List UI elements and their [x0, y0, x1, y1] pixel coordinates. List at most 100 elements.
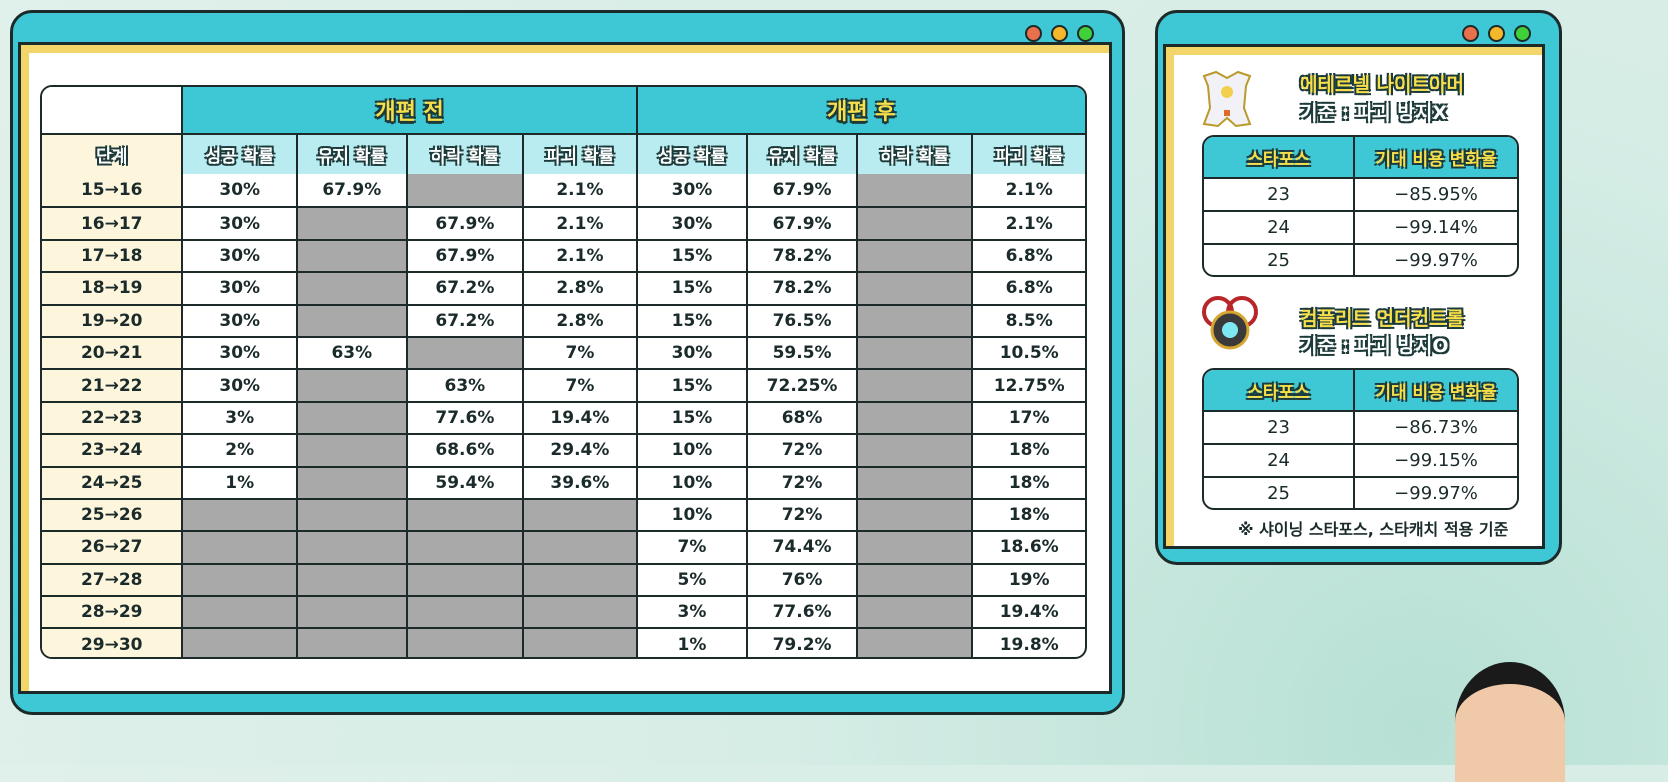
empty-cell [405, 532, 523, 563]
cost-change-cell: −86.73% [1353, 412, 1517, 443]
probability-cell: 2.1% [522, 174, 636, 207]
minimize-dot[interactable] [1488, 25, 1505, 42]
probability-cell: 18% [971, 467, 1085, 498]
table-row: 23→24 2% 68.6% 29.4% 10% 72% 18% [42, 433, 1085, 466]
table-row: 24 −99.15% [1204, 443, 1517, 476]
probability-cell: 19% [971, 564, 1085, 596]
probability-cell: 10% [635, 499, 747, 531]
probability-cell: 30% [635, 337, 747, 369]
probability-cell: 7% [522, 370, 636, 401]
probability-cell: 18% [971, 499, 1085, 531]
cost-change-cell: −99.14% [1353, 212, 1517, 243]
empty-cell [855, 174, 972, 207]
probability-cell: 77.6% [746, 597, 856, 628]
probability-cell: 78.2% [746, 273, 856, 304]
emblem-icon [1200, 290, 1258, 350]
empty-cell [296, 467, 406, 498]
starforce-cell: 25 [1267, 250, 1290, 271]
empty-cell [855, 435, 972, 466]
empty-cell [296, 305, 406, 336]
maximize-dot[interactable] [1514, 25, 1531, 42]
starforce-cell: 23 [1267, 184, 1290, 205]
group-header-before: 개편 전 [181, 87, 636, 133]
table-row: 19→20 30% 67.2% 2.8% 15% 76.5% 8.5% [42, 303, 1085, 336]
stage-cell: 29→30 [42, 629, 182, 657]
probability-cell: 30% [181, 305, 296, 336]
item-2-name: 컴플리트 언더컨트롤 [1300, 308, 1464, 330]
table-row: 24 −99.14% [1204, 210, 1517, 243]
starforce-cell: 25 [1267, 483, 1290, 504]
empty-cell [522, 564, 636, 596]
column-header: 기대 비용 변화율 [1353, 370, 1517, 410]
probability-cell: 15% [635, 240, 747, 272]
table-row: 25 −99.97% [1204, 243, 1517, 275]
table-row: 25 −99.97% [1204, 476, 1517, 508]
table-row: 23 −86.73% [1204, 410, 1517, 443]
column-header: 스타포스 [1204, 137, 1354, 177]
probability-cell: 67.2% [405, 305, 523, 336]
empty-cell [296, 240, 406, 272]
stage-cell: 16→17 [42, 208, 182, 239]
empty-cell [522, 629, 636, 657]
probability-cell: 12.75% [971, 370, 1085, 401]
probability-cell: 76% [746, 564, 856, 596]
probability-cell: 17% [971, 402, 1085, 434]
probability-cell: 29.4% [522, 435, 636, 466]
column-header: 파괴 확률 [971, 135, 1085, 174]
probability-cell: 15% [635, 305, 747, 336]
empty-cell [855, 337, 972, 369]
empty-cell [855, 499, 972, 531]
empty-cell [405, 597, 523, 628]
empty-cell [296, 435, 406, 466]
stage-cell: 21→22 [42, 370, 182, 401]
column-header: 기대 비용 변화율 [1353, 137, 1517, 177]
probability-cell: 10% [635, 467, 747, 498]
probability-cell: 79.2% [746, 629, 856, 657]
empty-cell [405, 337, 523, 369]
probability-cell: 18% [971, 435, 1085, 466]
empty-cell [855, 629, 972, 657]
probability-cell: 3% [181, 402, 296, 434]
probability-cell: 72% [746, 499, 856, 531]
empty-cell [296, 402, 406, 434]
probability-cell: 30% [181, 174, 296, 207]
table-row: 29→30 1% 79.2% 19.8% [42, 627, 1085, 657]
probability-cell: 39.6% [522, 467, 636, 498]
empty-cell [181, 564, 297, 596]
empty-cell [522, 597, 636, 628]
probability-cell: 19.4% [522, 402, 636, 434]
column-header: 유지 확률 [296, 135, 406, 174]
column-header: 파괴 확률 [522, 135, 636, 174]
column-header: 유지 확률 [746, 135, 856, 174]
corner-cell [42, 87, 182, 133]
stage-cell: 22→23 [42, 402, 182, 434]
empty-cell [522, 532, 636, 563]
probability-cell: 2.8% [522, 305, 636, 336]
probability-cell: 5% [635, 564, 747, 596]
probability-cell: 76.5% [746, 305, 856, 336]
item-2-basis: 기준 : 파괴 방지O [1300, 335, 1449, 357]
probability-cell: 74.4% [746, 532, 856, 563]
probability-cell: 30% [181, 208, 296, 239]
window-controls [1025, 25, 1094, 42]
table-row: 20→21 30% 63% 7% 30% 59.5% 10.5% [42, 335, 1085, 369]
probability-cell: 19.4% [971, 597, 1085, 628]
minimize-dot[interactable] [1051, 25, 1068, 42]
empty-cell [296, 564, 406, 596]
probability-cell: 18.6% [971, 532, 1085, 563]
probability-cell: 30% [181, 273, 296, 304]
empty-cell [855, 402, 972, 434]
table-row: 26→27 7% 74.4% 18.6% [42, 530, 1085, 563]
empty-cell [405, 499, 523, 531]
probability-cell: 6.8% [971, 273, 1085, 304]
probability-cell: 2.1% [522, 240, 636, 272]
maximize-dot[interactable] [1077, 25, 1094, 42]
empty-cell [855, 370, 972, 401]
item-1-basis: 기준 : 파괴 방지X [1300, 102, 1447, 124]
close-dot[interactable] [1025, 25, 1042, 42]
close-dot[interactable] [1462, 25, 1479, 42]
probability-cell: 3% [635, 597, 747, 628]
table-row: 15→16 30% 67.9% 2.1% 30% 67.9% 2.1% [42, 174, 1085, 207]
table-row: 22→23 3% 77.6% 19.4% 15% 68% 17% [42, 400, 1085, 434]
table-row: 17→18 30% 67.9% 2.1% 15% 78.2% 6.8% [42, 238, 1085, 272]
